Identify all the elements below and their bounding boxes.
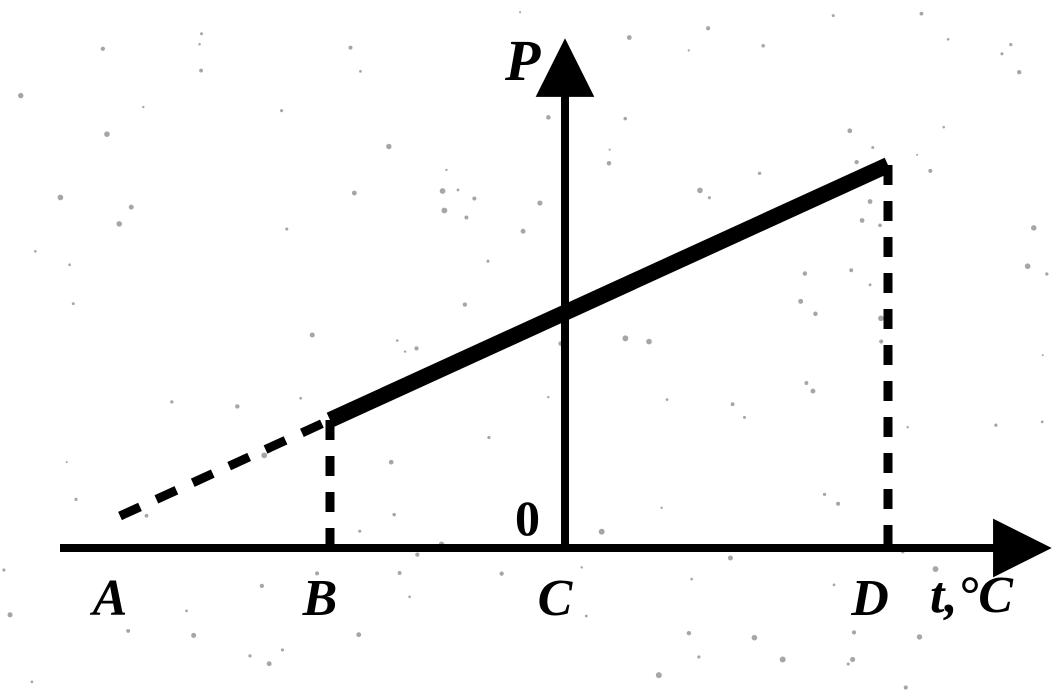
y-axis-label: P — [504, 28, 541, 93]
tick-label-b: B — [302, 570, 338, 627]
origin-label: 0 — [515, 490, 540, 546]
x-axis-label: t,°C — [930, 567, 1014, 624]
line-chart: 0 Pt,°C A B C D — [0, 0, 1056, 696]
tick-label-d: D — [850, 570, 889, 627]
tick-label-a: A — [90, 570, 128, 627]
chart-container: 0 Pt,°C A B C D — [0, 0, 1056, 696]
chart-background — [0, 0, 1056, 696]
tick-label-c: C — [538, 570, 574, 627]
